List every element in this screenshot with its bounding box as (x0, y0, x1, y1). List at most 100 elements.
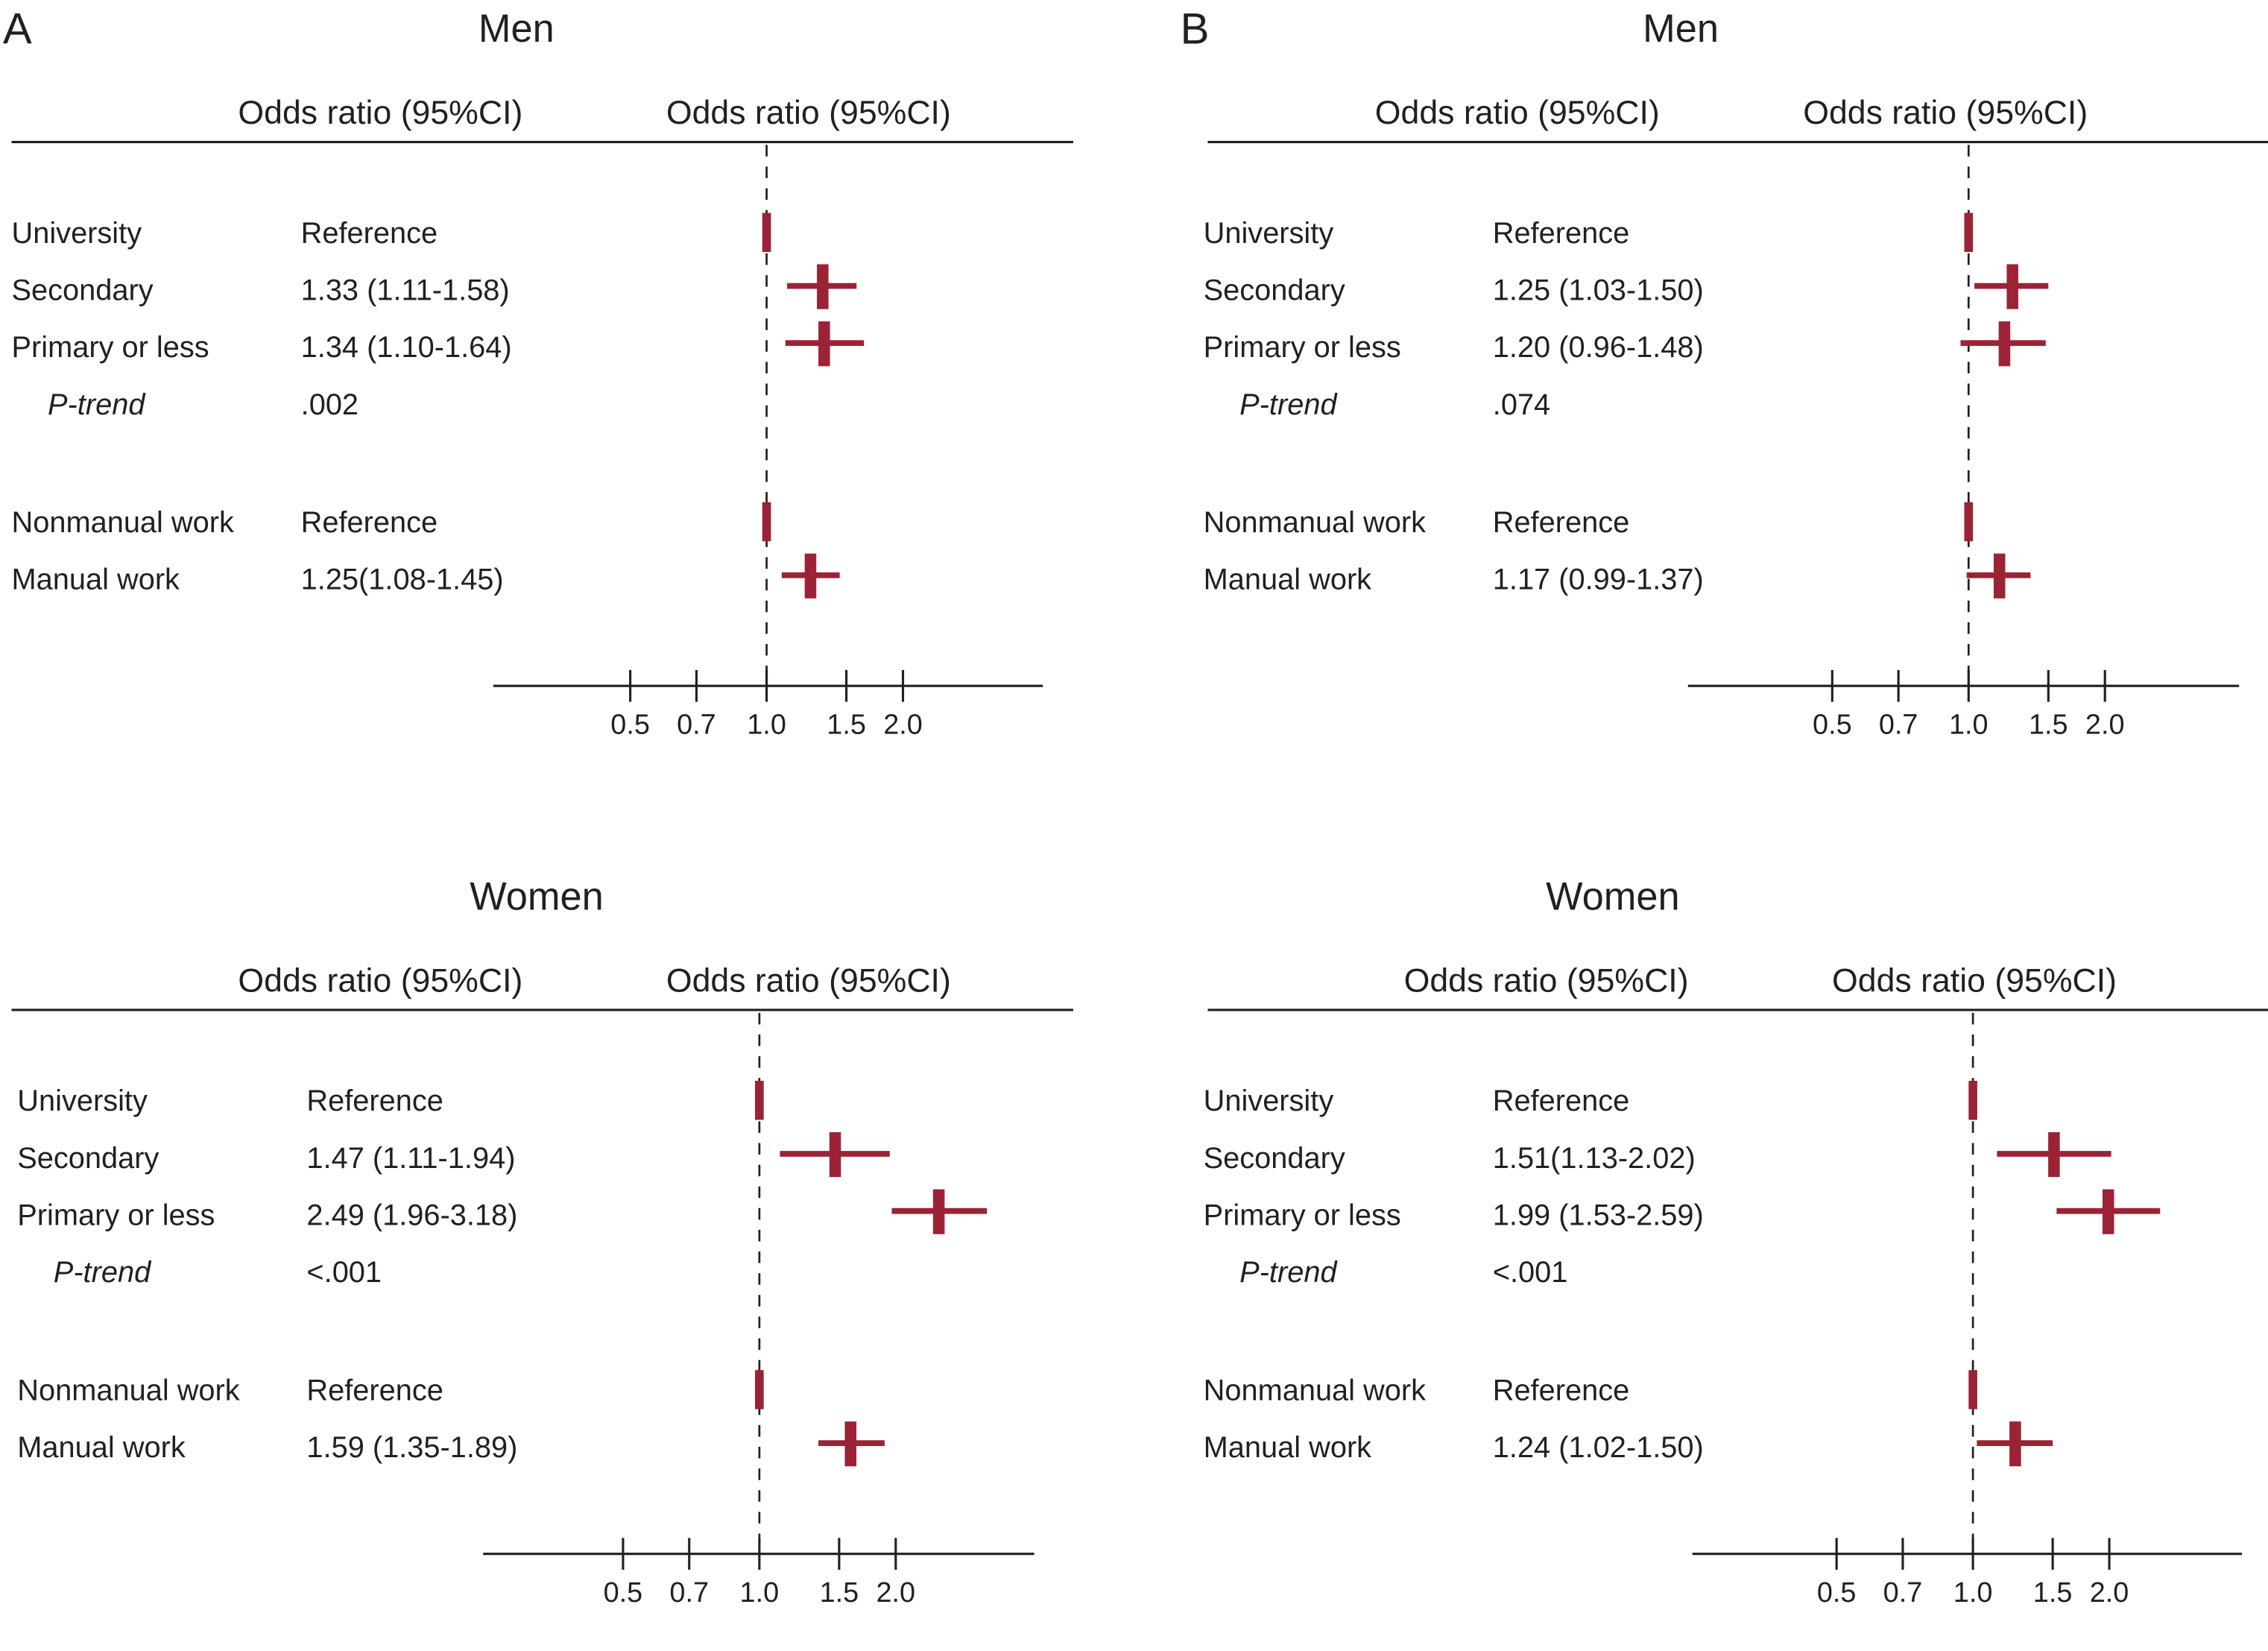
odds-ratio-text: 1.51(1.13-2.02) (1493, 1142, 1696, 1175)
column-header: Odds ratio (95%CI) (666, 963, 951, 1000)
x-tick-label: 0.7 (1883, 1577, 1923, 1609)
p-trend-value: <.001 (306, 1256, 382, 1289)
panel-letter: A (3, 5, 32, 54)
odds-ratio-marker (844, 1421, 857, 1467)
x-tick-label: 1.0 (1949, 710, 1989, 741)
odds-ratio-marker (1993, 553, 2006, 599)
x-tick-label: 0.7 (1879, 710, 1918, 741)
row-label: Primary or less (17, 1199, 215, 1232)
odds-ratio-text: 1.99 (1.53-2.59) (1493, 1199, 1704, 1232)
reference-marker (1964, 502, 1974, 542)
row-label: Manual work (12, 564, 180, 596)
odds-ratio-marker (932, 1189, 945, 1234)
x-tick-label: 1.5 (827, 710, 866, 741)
column-header: Odds ratio (95%CI) (1404, 963, 1689, 1000)
column-header: Odds ratio (95%CI) (238, 963, 522, 1000)
row-label: Secondary (1204, 1142, 1345, 1175)
reference-marker (1964, 212, 1974, 253)
panel-title: Men (478, 7, 555, 51)
x-tick-label: 0.7 (677, 710, 716, 741)
odds-ratio-text: 1.34 (1.10-1.64) (301, 331, 512, 364)
x-tick-label: 1.0 (1953, 1577, 1993, 1609)
reference-marker (1968, 1370, 1977, 1409)
odds-ratio-text: 1.25 (1.03-1.50) (1493, 274, 1704, 306)
odds-ratio-text: 1.25(1.08-1.45) (301, 564, 504, 596)
odds-ratio-marker (804, 553, 817, 599)
panel-title: Men (1643, 7, 1719, 51)
p-trend-value: .074 (1493, 388, 1550, 421)
reference-marker (1968, 1081, 1977, 1120)
x-tick-label: 0.5 (1817, 1577, 1857, 1609)
row-label: Secondary (17, 1142, 159, 1175)
x-tick-label: 1.0 (740, 1577, 780, 1609)
reference-marker (755, 1370, 764, 1409)
row-label: Nonmanual work (12, 506, 234, 539)
odds-ratio-text: 1.24 (1.02-1.50) (1493, 1431, 1704, 1464)
column-header: Odds ratio (95%CI) (1832, 963, 2117, 1000)
odds-ratio-marker (2048, 1131, 2060, 1178)
row-label: Secondary (12, 274, 154, 306)
row-label: Primary or less (1204, 331, 1401, 364)
x-tick-label: 2.0 (2085, 710, 2125, 741)
row-label: Nonmanual work (1204, 1374, 1426, 1407)
odds-ratio-marker (2102, 1189, 2114, 1234)
p-trend-label: P-trend (1239, 1256, 1338, 1289)
reference-marker (762, 502, 771, 542)
odds-ratio-text: 2.49 (1.96-3.18) (306, 1199, 517, 1232)
row-label: Manual work (17, 1431, 186, 1464)
odds-ratio-text: 1.20 (0.96-1.48) (1493, 331, 1704, 364)
x-tick-label: 0.7 (669, 1577, 709, 1609)
odds-ratio-marker (2006, 264, 2018, 309)
x-tick-label: 1.5 (820, 1577, 859, 1609)
odds-ratio-text: 1.47 (1.11-1.94) (306, 1142, 515, 1175)
forest-panel: Women Odds ratio (95%CI) Odds ratio (95%CI… (1204, 876, 2268, 1609)
row-label: University (12, 217, 142, 250)
p-trend-label: P-trend (1239, 388, 1338, 421)
x-tick-label: 1.5 (2029, 710, 2068, 741)
row-label: Secondary (1204, 274, 1345, 306)
x-tick-label: 1.5 (2033, 1577, 2073, 1609)
x-tick-label: 2.0 (2090, 1577, 2129, 1609)
forest-panel: B Men Odds ratio (95%CI) Odds ratio (95%CI)… (1181, 5, 2268, 741)
row-label: University (1204, 217, 1334, 250)
odds-ratio-text: Reference (1493, 1085, 1629, 1117)
x-tick-label: 2.0 (883, 710, 923, 741)
odds-ratio-marker (817, 264, 829, 309)
panel-letter: B (1181, 5, 1210, 54)
p-trend-label: P-trend (48, 388, 146, 421)
column-header: Odds ratio (95%CI) (1375, 95, 1660, 131)
x-tick-label: 0.5 (1813, 710, 1852, 741)
row-label: Nonmanual work (17, 1374, 239, 1407)
x-tick-label: 2.0 (876, 1577, 916, 1609)
forest-panel: Women Odds ratio (95%CI) Odds ratio (95%CI… (11, 876, 1073, 1609)
odds-ratio-text: Reference (1493, 217, 1629, 250)
p-trend-value: .002 (301, 388, 358, 421)
reference-marker (762, 212, 771, 253)
row-label: Nonmanual work (1204, 506, 1426, 539)
column-header: Odds ratio (95%CI) (666, 95, 951, 131)
x-tick-label: 0.5 (610, 710, 650, 741)
p-trend-label: P-trend (54, 1256, 152, 1289)
x-tick-label: 1.0 (747, 710, 786, 741)
odds-ratio-text: Reference (1493, 1374, 1629, 1407)
panel-title: Women (470, 876, 604, 919)
odds-ratio-text: Reference (306, 1374, 443, 1407)
row-label: Manual work (1204, 1431, 1372, 1464)
row-label: University (1204, 1085, 1334, 1117)
odds-ratio-text: Reference (301, 506, 438, 539)
reference-marker (755, 1081, 764, 1120)
x-tick-label: 0.5 (604, 1577, 643, 1609)
panel-title: Women (1546, 876, 1680, 919)
odds-ratio-marker (1998, 321, 2011, 367)
p-trend-value: <.001 (1493, 1256, 1568, 1289)
odds-ratio-text: 1.17 (0.99-1.37) (1493, 564, 1704, 596)
row-label: University (17, 1085, 148, 1117)
row-label: Primary or less (12, 331, 209, 364)
odds-ratio-text: Reference (301, 217, 438, 250)
odds-ratio-text: 1.59 (1.35-1.89) (306, 1431, 517, 1464)
row-label: Primary or less (1204, 1199, 1401, 1232)
forest-panel: A Men Odds ratio (95%CI) Odds ratio (95%CI)… (3, 5, 1073, 741)
column-header: Odds ratio (95%CI) (1803, 95, 2088, 131)
odds-ratio-marker (829, 1131, 841, 1178)
